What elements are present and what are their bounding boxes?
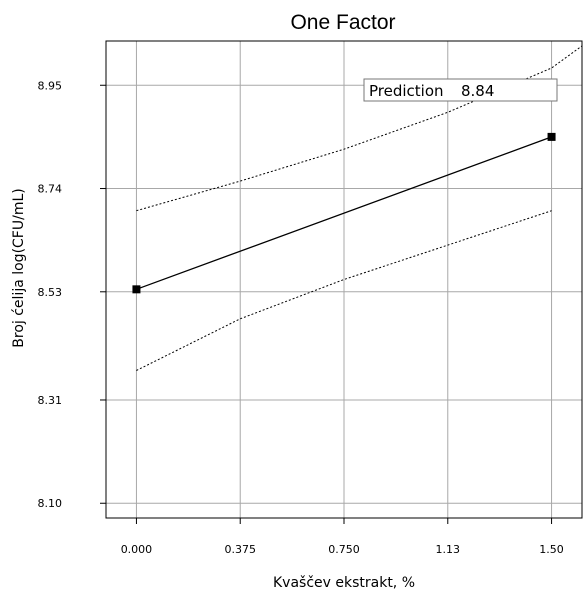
y-axis-label: Broj ćelija log(CFU/mL) [11,188,27,347]
y-tick-label-8-10: 8.10 [38,497,63,510]
design-point-marker [132,285,141,294]
confidence-bands [136,45,583,371]
x-axis-ticks: 0.000 0.375 0.750 1.13 1.50 [121,518,564,556]
prediction-annotation-value: 8.84 [461,82,494,100]
x-tick-label-1-50: 1.50 [539,543,564,556]
prediction-line [136,136,552,290]
prediction-line-group [136,136,552,290]
y-tick-label-8-53: 8.53 [38,286,63,299]
grid-lines [106,41,582,518]
x-tick-label-1-13: 1.13 [436,543,461,556]
design-point-marker [547,132,556,141]
chart-title: One Factor [290,11,395,34]
y-tick-label-8-31: 8.31 [38,394,63,407]
x-tick-label-0-000: 0.000 [121,543,153,556]
prediction-annotation: Prediction 8.84 [363,78,558,102]
x-axis-label: Kvaščev ekstrakt, % [273,575,415,591]
x-tick-label-0-375: 0.375 [224,543,256,556]
x-tick-label-0-750: 0.750 [328,543,360,556]
prediction-annotation-box [363,78,558,102]
y-tick-label-8-74: 8.74 [38,183,63,196]
prediction-annotation-label: Prediction [369,82,444,100]
y-axis-ticks: 8.10 8.31 8.53 8.74 8.95 [38,79,106,510]
upper-bound-line [136,45,583,212]
design-points [132,132,556,294]
lower-bound-line [136,210,552,371]
y-tick-label-8-95: 8.95 [38,79,63,92]
